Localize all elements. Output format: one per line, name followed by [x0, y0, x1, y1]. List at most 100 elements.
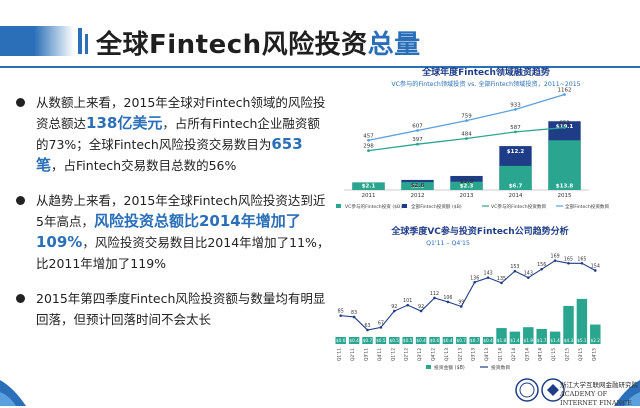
point-deal-count: [366, 328, 369, 332]
bullet-dot: [16, 196, 25, 205]
data-label-amount: $1.9: [524, 338, 534, 343]
data-label-amount: $2.2: [591, 338, 601, 343]
title-mark-small: [85, 34, 88, 54]
bar-amount: [375, 337, 387, 344]
point-total-count: [563, 93, 566, 96]
data-label-vc: $6.7: [509, 184, 523, 190]
annual-funding-chart: 全球年度Fintech领域融资趋势 VC参与的Fintech领域投资 vs. 全部…: [336, 66, 609, 210]
bar-amount: [482, 337, 494, 344]
data-label-total-count: 607: [412, 124, 423, 130]
data-label-amount: $0.4: [443, 338, 453, 343]
data-label-total-count: 933: [510, 102, 521, 108]
data-label-vc: $2.3: [460, 184, 474, 190]
title-accent: [0, 26, 34, 56]
data-label-vc: $2.2: [411, 184, 425, 190]
data-label-deal-count: 83: [351, 310, 357, 316]
chart-title: 全球年度Fintech领域融资趋势: [421, 66, 550, 78]
data-label-amount: $0.5: [403, 338, 413, 343]
data-label-amount: $0.7: [470, 338, 480, 343]
data-label-deal-count: 92: [418, 304, 424, 310]
bullet-list: 从数额上来看，2015年全球对Fintech领域的风险投资总额达138亿美元，占…: [14, 92, 330, 344]
point-deal-count: [473, 280, 476, 284]
bar-amount: [563, 305, 574, 344]
point-deal-count: [446, 300, 450, 304]
point-deal-count: [433, 296, 436, 300]
x-tick-label: Q3'14: [524, 348, 530, 361]
bullet-item: 从趋势上来看，2015年全球Fintech风险投资达到近5年高点，风险投资总额比…: [14, 190, 330, 274]
data-label-amount: $0.7: [363, 338, 373, 343]
bar-amount: [576, 298, 588, 344]
legend-swatch: [402, 204, 407, 208]
x-tick-label: 2014: [509, 193, 523, 199]
data-label-total: $12.2: [507, 149, 525, 155]
data-label-amount: $4.3: [564, 338, 574, 343]
x-tick-label: Q4'14: [538, 348, 544, 361]
point-deal-count: [500, 281, 503, 285]
point-deal-count: [460, 305, 463, 308]
x-tick-label: Q1'12: [390, 348, 396, 361]
data-label-amount: $0.5: [390, 338, 400, 343]
bar-vc: [499, 165, 532, 190]
legend-label: 投资金额 ($B): [434, 364, 465, 371]
bar-amount: [442, 337, 454, 344]
x-tick-label: 2015: [558, 193, 572, 199]
bullet-item: 从数额上来看，2015年全球对Fintech领域的风险投资总额达138亿美元，占…: [14, 92, 330, 176]
point-deal-count: [513, 269, 517, 273]
point-deal-count: [339, 314, 342, 317]
legend-label: VC参与的Fintech投资 ($B): [345, 203, 402, 210]
x-tick-label: Q2'11: [350, 348, 356, 361]
x-tick-label: Q2'12: [404, 348, 410, 361]
data-label-amount: $0.4: [483, 338, 493, 343]
x-tick-label: Q1'14: [498, 348, 504, 361]
point-total-count: [465, 119, 468, 123]
data-label-deal-count: 143: [484, 271, 493, 277]
quarterly-funding-chart: 全球季度VC参与投资Fintech公司趋势分析 Q1'11 – Q4'15 $0.6…: [335, 225, 601, 371]
bar-amount: [429, 337, 440, 344]
point-vc-count: [514, 130, 517, 134]
highlight-growth: 风险投资总额比2014年增加了109%: [36, 212, 301, 251]
institute-name: 浙江大学互联网金融研究院 ACADEMY OF INTERNET FINANCE: [560, 381, 640, 408]
x-tick-label: Q3'13: [471, 348, 477, 361]
x-tick-label: Q2'14: [511, 348, 517, 361]
bullet-text: 从趋势上来看，2015年全球Fintech风险投资达到近5年高点，: [36, 193, 326, 229]
bullet-text: ，占所有Fintech企业融资额的73%；全球Fintech风险投资交易数目为: [36, 116, 320, 152]
corner-wave-right: [614, 380, 640, 406]
data-label-deal-count: 85: [338, 309, 344, 315]
title-mark: [78, 28, 82, 54]
x-tick-label: Q2'15: [565, 348, 571, 361]
bar-amount: [348, 337, 360, 344]
data-label-deal-count: 63: [364, 323, 370, 329]
data-label-deal-count: 92: [391, 304, 397, 310]
data-label-amount: $1.4: [550, 338, 560, 343]
point-total-count: [367, 138, 370, 142]
bullet-item: 2015年第四季度Fintech风险投资额与数量均有明显回落，但预计回落时间不会…: [14, 288, 330, 330]
bar-vc: [548, 140, 581, 190]
point-deal-count: [594, 269, 597, 272]
data-label-vc-count: 587: [510, 125, 521, 131]
point-deal-count: [419, 309, 423, 313]
data-label-total-count: 457: [363, 133, 374, 139]
x-tick-label: Q2'13: [457, 348, 463, 361]
data-label-total: $3.9: [460, 179, 474, 185]
bullet-text: ，风险投资交易数目比2014年增加了11%，比2011年增加了119%: [36, 235, 330, 271]
point-deal-count: [393, 309, 396, 313]
bar-amount: [523, 327, 534, 344]
highlight-amount: 138亿美元: [86, 114, 163, 132]
data-label-total: $2.8: [411, 183, 425, 189]
bullet-dot: [16, 294, 25, 303]
data-label-deal-count: 135: [497, 276, 506, 282]
bar-amount: [456, 337, 467, 344]
data-label-deal-count: 169: [551, 254, 560, 260]
point-deal-count: [379, 326, 383, 329]
highlight-count: 653笔: [36, 135, 303, 174]
data-label-deal-count: 143: [524, 271, 533, 277]
x-tick-label: 2013: [460, 193, 474, 199]
bullet-text: 从数额上来看，2015年全球对Fintech领域的风险投资总额达: [36, 95, 326, 131]
data-label-total-count: 1162: [558, 87, 572, 93]
data-label-vc-count: 397: [412, 137, 423, 143]
data-label-deal-count: 165: [564, 256, 573, 262]
x-tick-label: Q4'12: [431, 348, 437, 361]
bar-amount: [335, 337, 346, 344]
bar-amount: [415, 337, 427, 344]
data-label-amount: $0.5: [376, 338, 386, 343]
